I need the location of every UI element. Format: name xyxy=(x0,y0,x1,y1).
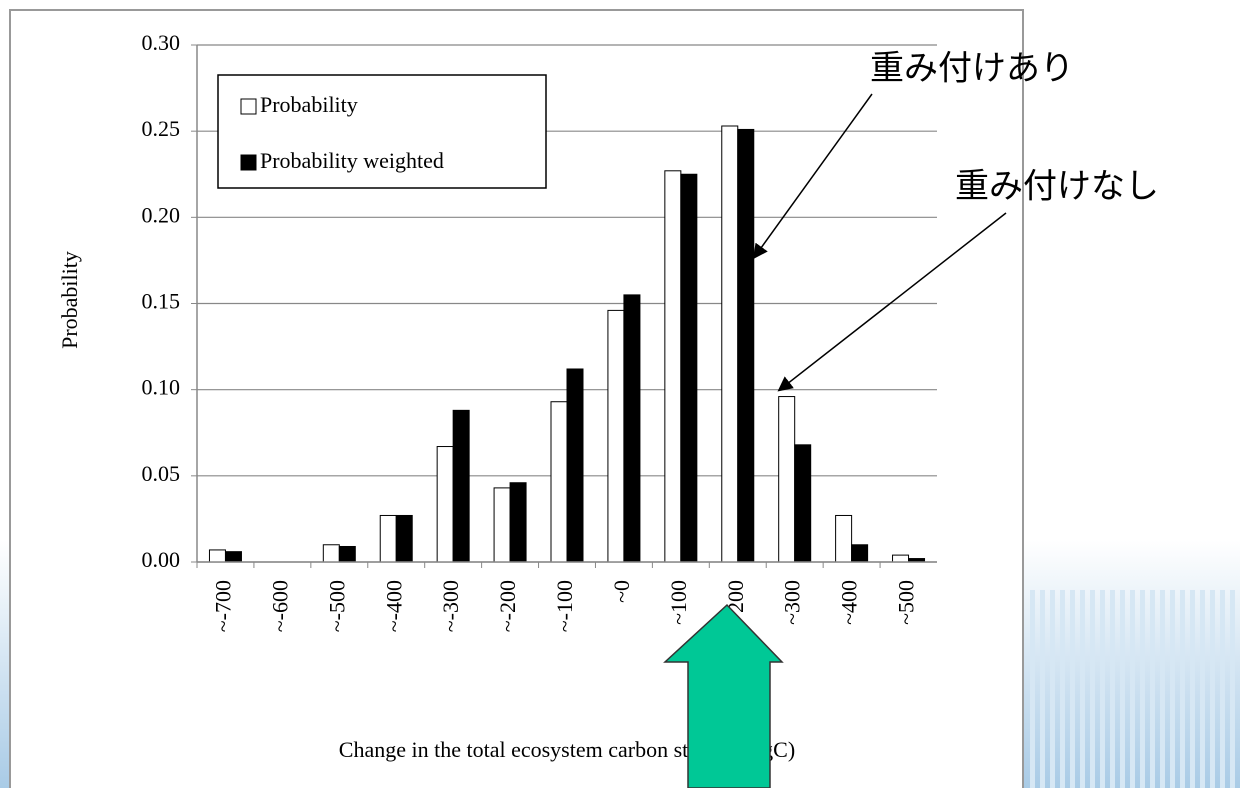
annotation: 重み付けなし xyxy=(955,167,1159,207)
annotation: 重み付けあり xyxy=(870,49,1074,89)
annotation-arrow xyxy=(752,93,873,260)
bar xyxy=(664,170,682,563)
bar xyxy=(322,544,340,563)
x-tick-label: ~-600 xyxy=(267,580,292,632)
legend-swatch xyxy=(240,98,257,115)
legend-box xyxy=(217,74,547,189)
x-tick-label: ~-400 xyxy=(381,580,406,632)
bar xyxy=(550,401,568,563)
legend-label: Probability weighted xyxy=(260,148,444,173)
y-tick-label: 0.15 xyxy=(142,289,181,314)
bar xyxy=(892,554,910,563)
legend-swatch xyxy=(240,154,257,171)
bar xyxy=(721,125,739,563)
bar xyxy=(623,294,641,563)
y-tick-label: 0.20 xyxy=(142,202,181,227)
bar xyxy=(794,444,812,563)
bar xyxy=(208,549,226,563)
legend: Probability Probability weighted xyxy=(217,74,547,189)
bar xyxy=(851,544,869,563)
x-tick-label: ~300 xyxy=(780,580,805,625)
background-stripes xyxy=(1030,590,1240,788)
y-tick-label: 0.30 xyxy=(142,30,181,55)
bar xyxy=(835,514,853,563)
bar xyxy=(395,514,413,563)
legend-label: Probability xyxy=(260,92,358,117)
pointer-arrow xyxy=(663,603,784,788)
bar xyxy=(566,368,584,563)
bar xyxy=(224,551,242,563)
x-tick-label: ~-300 xyxy=(438,580,463,632)
bar xyxy=(737,128,755,563)
plot: 0.00 0.05 0.10 0.15 0.20 0.25 0.30 ~-700 ~-600 ~-… xyxy=(142,30,937,632)
bar xyxy=(338,545,356,563)
x-tick-label: ~-100 xyxy=(552,580,577,632)
bar xyxy=(607,309,625,563)
x-tick-label: ~-700 xyxy=(211,580,236,632)
bar xyxy=(452,409,470,563)
x-tick-label: ~100 xyxy=(666,580,691,625)
bar xyxy=(436,446,454,563)
bar xyxy=(379,514,397,563)
annotation-arrow xyxy=(777,212,1007,392)
x-tick-label: ~400 xyxy=(837,580,862,625)
y-tick-label: 0.05 xyxy=(142,461,181,486)
x-tick-label: ~-200 xyxy=(495,580,520,632)
x-tick-label: ~500 xyxy=(894,580,919,625)
x-tick-label: ~0 xyxy=(609,580,634,603)
bar xyxy=(493,487,511,563)
bar xyxy=(778,396,796,563)
y-tick-label: 0.25 xyxy=(142,116,181,141)
y-tick-label: 0.10 xyxy=(142,375,181,400)
bar xyxy=(680,173,698,563)
bar xyxy=(509,482,527,563)
y-axis-title: Probability xyxy=(57,251,82,349)
x-tick-label: ~-500 xyxy=(324,580,349,632)
y-tick-label: 0.00 xyxy=(142,547,181,572)
